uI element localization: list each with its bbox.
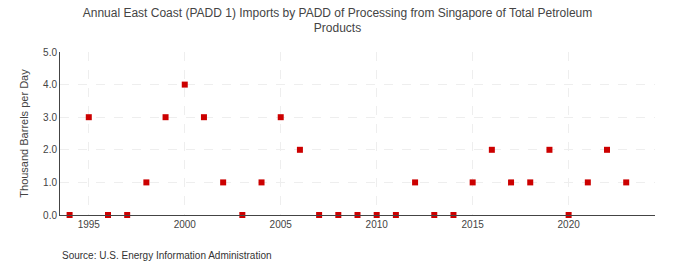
- svg-text:Source: U.S. Energy Informatio: Source: U.S. Energy Information Administ…: [62, 250, 272, 261]
- svg-text:2005: 2005: [270, 219, 293, 230]
- svg-text:2015: 2015: [462, 219, 485, 230]
- svg-text:Annual East Coast (PADD 1) Imp: Annual East Coast (PADD 1) Imports by PA…: [83, 6, 593, 36]
- svg-text:0.0: 0.0: [43, 210, 57, 221]
- svg-text:5.0: 5.0: [43, 47, 57, 58]
- svg-text:Thousand Barrels per Day: Thousand Barrels per Day: [18, 69, 30, 198]
- svg-text:2010: 2010: [366, 219, 389, 230]
- svg-text:3.0: 3.0: [43, 112, 57, 123]
- svg-text:1.0: 1.0: [43, 177, 57, 188]
- svg-text:1995: 1995: [78, 219, 101, 230]
- svg-text:4.0: 4.0: [43, 79, 57, 90]
- svg-text:2.0: 2.0: [43, 144, 57, 155]
- svg-text:2000: 2000: [174, 219, 197, 230]
- svg-text:2020: 2020: [558, 219, 581, 230]
